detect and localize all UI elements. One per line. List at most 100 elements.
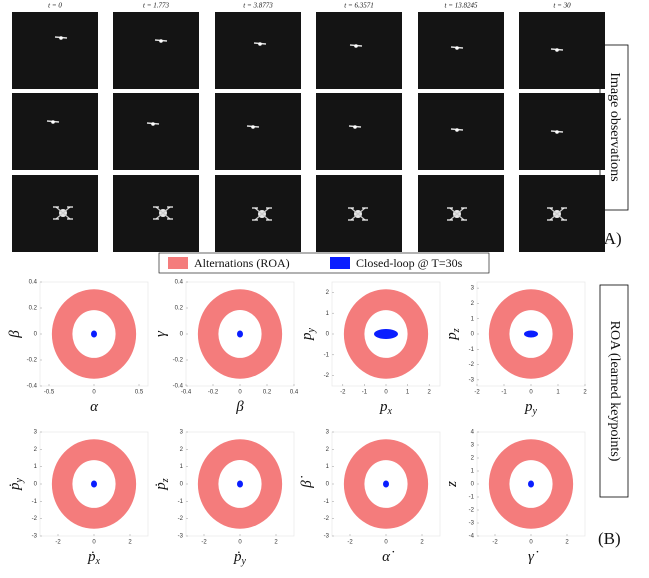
y-tick-label: -0.2	[173, 358, 184, 364]
closed-loop-points	[91, 330, 97, 338]
closed-loop-points	[528, 480, 534, 488]
axis-label-main: β̇	[299, 475, 315, 488]
y-tick-label: 3	[471, 443, 475, 449]
drone-arm	[254, 207, 263, 215]
x-tick-label: -2	[55, 540, 61, 546]
drone	[159, 39, 163, 43]
drone	[258, 42, 262, 46]
axis-label-main: ṗ	[7, 482, 23, 491]
y-tick-label: -1	[324, 499, 330, 505]
y-tick-label: -0.4	[27, 384, 38, 390]
y-tick-label: -1	[178, 499, 184, 505]
y-tick-label: -3	[324, 534, 330, 540]
y-tick-label: 4	[471, 430, 475, 436]
axis-label-main: α	[90, 399, 99, 415]
image-frame	[418, 175, 504, 252]
closed-loop-points	[383, 480, 389, 488]
legend-swatch	[330, 257, 350, 269]
drone	[151, 122, 155, 126]
roa-ring	[488, 439, 574, 529]
axis-label-sub: z	[451, 328, 462, 333]
y-tick-label: 0.4	[29, 280, 38, 286]
axis-label-main: p	[379, 399, 388, 415]
drone-arm	[254, 213, 263, 221]
drone-arm	[55, 212, 64, 220]
x-tick-label: -1	[362, 390, 368, 396]
axis-label-sub: y	[306, 327, 317, 333]
drone-arm	[162, 206, 171, 214]
x-tick-label: 0	[384, 540, 388, 546]
image-frame	[418, 93, 504, 170]
image-frame	[215, 12, 301, 89]
roa-ring	[197, 439, 283, 529]
x-tick-label: -0.2	[208, 390, 219, 396]
drone-arm	[449, 207, 458, 215]
axis-label-main: β	[7, 330, 23, 339]
y-tick-label: 1	[34, 464, 38, 470]
axis-label-main: γ	[153, 330, 169, 337]
closed-loop-points	[237, 330, 243, 338]
axis-label-sub: y	[14, 477, 25, 483]
drone-arm	[357, 213, 366, 221]
image-frame	[519, 175, 605, 252]
x-tick-label: 0	[92, 540, 96, 546]
drone-arm	[556, 207, 565, 215]
axis-label: α	[90, 399, 99, 415]
y-tick-label: 2	[326, 447, 330, 453]
drone-arm	[549, 213, 558, 221]
roa-ring	[51, 439, 137, 529]
time-label: t = 1.773	[143, 2, 169, 10]
y-tick-label: 1	[326, 464, 330, 470]
x-tick-label: 0	[529, 390, 533, 396]
y-tick-label: -3	[178, 534, 184, 540]
axis-label: α̇	[382, 549, 395, 565]
x-tick-label: -2	[492, 540, 498, 546]
y-tick-label: 1	[471, 469, 475, 475]
x-tick-label: 2	[274, 540, 278, 546]
side-label: Image observations	[607, 72, 622, 181]
axis-label-main: ṗ	[87, 549, 96, 565]
axis-label-main: p	[299, 332, 315, 341]
x-tick-label: 0.2	[263, 390, 272, 396]
drone-arm	[155, 212, 164, 220]
y-tick-label: 0.4	[175, 280, 184, 286]
x-tick-label: 0	[384, 390, 388, 396]
y-tick-label: -1	[469, 347, 475, 353]
image-frame	[12, 93, 98, 170]
y-tick-label: 0.2	[29, 306, 38, 312]
y-tick-label: -1	[32, 499, 38, 505]
axis-label: pz	[444, 328, 462, 341]
roa-ring	[197, 289, 283, 379]
x-tick-label: 0.5	[135, 390, 144, 396]
image-frame	[316, 12, 402, 89]
drone-arm	[62, 206, 71, 214]
axis-label: py	[524, 399, 538, 417]
x-tick-label: 2	[420, 540, 424, 546]
image-frame	[418, 12, 504, 89]
y-tick-label: 2	[34, 447, 38, 453]
legend-box	[158, 252, 490, 274]
drone-arm	[456, 207, 465, 215]
y-tick-label: 3	[326, 430, 330, 436]
y-tick-label: 2	[471, 456, 475, 462]
axis-label: β	[7, 330, 23, 339]
image-frame	[113, 12, 199, 89]
y-tick-label: 0	[471, 482, 475, 488]
x-tick-label: 1	[556, 390, 560, 396]
drone-arm	[456, 213, 465, 221]
y-tick-label: 3	[471, 286, 475, 292]
x-tick-label: 2	[428, 390, 432, 396]
axis-label-main: p	[444, 332, 460, 341]
image-frame	[113, 93, 199, 170]
x-tick-label: -2	[474, 390, 480, 396]
axis-label: ṗy	[7, 477, 25, 491]
axis-label-sub: x	[95, 556, 101, 567]
y-tick-label: -0.4	[173, 384, 184, 390]
y-tick-label: 0	[34, 332, 38, 338]
x-tick-label: -2	[201, 540, 207, 546]
axis-label-sub: y	[532, 406, 538, 417]
y-tick-label: -2	[32, 516, 38, 522]
y-tick-label: 0	[180, 482, 184, 488]
axis-label-main: α̇	[382, 549, 395, 565]
y-tick-label: -2	[469, 508, 475, 514]
